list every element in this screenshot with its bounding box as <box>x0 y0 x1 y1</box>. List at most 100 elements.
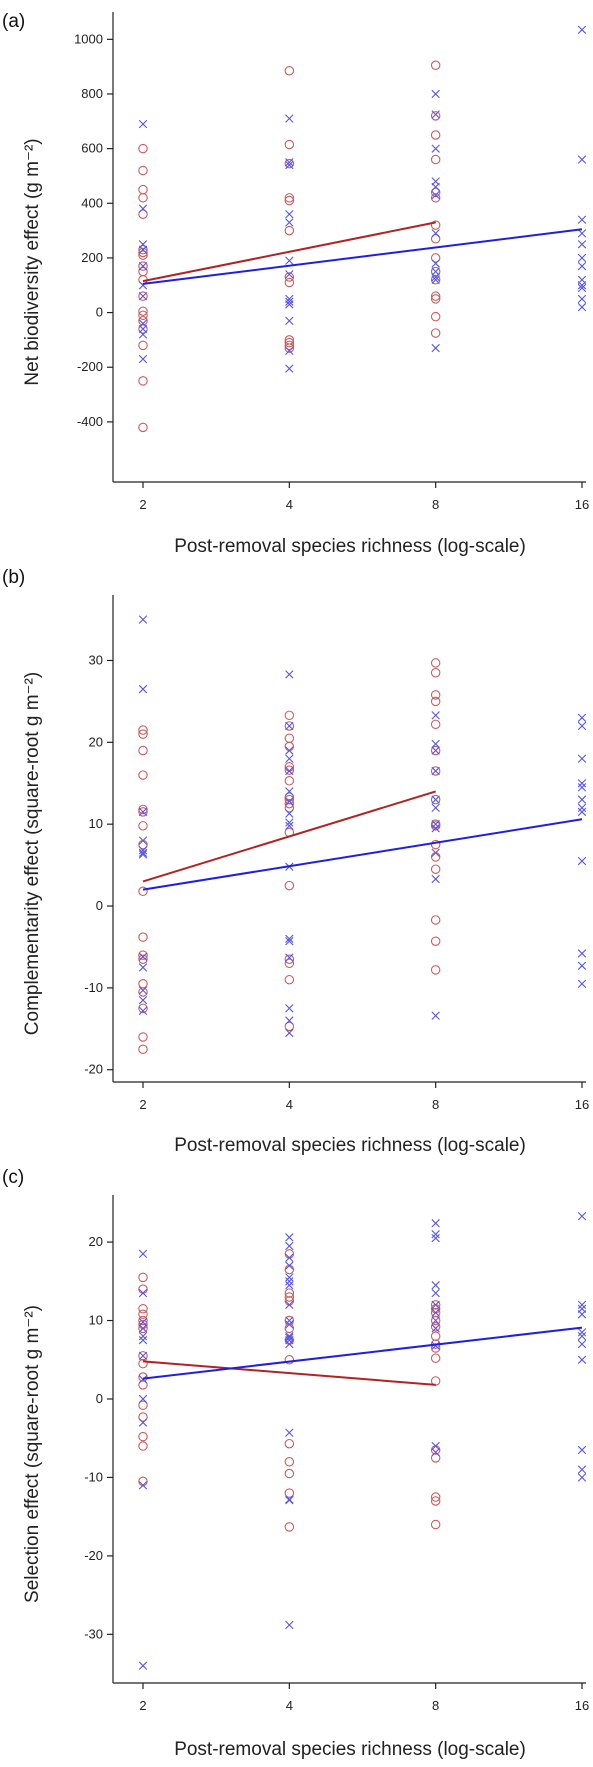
cross-point <box>285 1004 294 1013</box>
cross-point <box>285 1332 294 1341</box>
cross-point <box>285 1339 294 1349</box>
circle-point <box>138 1003 148 1014</box>
circle-point <box>430 745 441 756</box>
cross-point <box>431 1233 440 1243</box>
cross-point <box>138 354 148 364</box>
circle-point <box>284 1457 295 1467</box>
circle-point <box>284 1288 295 1298</box>
circle-point <box>138 821 148 831</box>
circle-point <box>430 130 441 140</box>
cross-point <box>577 253 587 263</box>
cross-point <box>138 1335 148 1345</box>
cross-point <box>577 294 587 304</box>
circle-point <box>138 1412 148 1422</box>
circle-point <box>430 275 441 285</box>
cross-point <box>138 995 148 1005</box>
cross-point <box>577 949 587 958</box>
y-tick-label: -30 <box>84 1626 103 1641</box>
cross-point <box>577 754 587 763</box>
cross-point <box>138 1332 148 1341</box>
circle-point <box>284 66 295 76</box>
cross-point <box>285 1233 294 1242</box>
circle-point <box>138 184 148 195</box>
cross-point <box>431 1288 440 1298</box>
cross-point <box>285 818 294 827</box>
circle-point <box>284 1488 295 1498</box>
cross-point <box>138 1481 148 1490</box>
cross-point <box>577 1328 587 1337</box>
circle-point <box>138 1476 148 1487</box>
cross-point <box>285 114 294 123</box>
cross-point <box>138 1418 148 1427</box>
cross-point <box>138 963 148 972</box>
cross-point <box>138 615 148 624</box>
cross-point <box>431 711 440 720</box>
cross-point <box>285 1316 294 1325</box>
cross-point <box>138 846 148 855</box>
cross-point <box>138 836 148 845</box>
circle-point <box>138 1358 148 1369</box>
cross-point <box>285 787 294 796</box>
cross-point <box>431 343 440 353</box>
cross-point <box>431 1448 440 1457</box>
cross-point <box>138 291 148 301</box>
circle-point <box>430 1496 441 1506</box>
circle-point <box>138 807 148 817</box>
circle-point <box>138 1309 148 1320</box>
circle-point <box>138 1032 148 1042</box>
cross-point <box>577 215 587 224</box>
circle-point <box>284 741 295 752</box>
circle-point <box>138 261 148 271</box>
circle-point <box>430 328 441 338</box>
cross-point <box>431 1308 440 1317</box>
circle-point <box>138 250 148 260</box>
cross-point <box>577 1310 587 1319</box>
circle-point <box>284 776 295 786</box>
x-tick-label: 2 <box>139 497 146 512</box>
cross-point <box>285 1333 294 1342</box>
cross-point <box>285 210 294 219</box>
cross-point <box>431 819 440 829</box>
circle-point <box>284 721 295 731</box>
y-tick-label: 0 <box>96 305 103 320</box>
cross-point <box>138 204 148 213</box>
cross-point <box>285 346 294 356</box>
circle-point <box>138 247 148 258</box>
cross-point <box>431 824 440 833</box>
circle-point <box>430 1322 441 1332</box>
cross-point <box>285 809 294 818</box>
circle-point <box>138 1315 148 1326</box>
cross-point <box>577 803 587 812</box>
blue-regression-line <box>142 818 583 891</box>
cross-point <box>285 1300 294 1310</box>
circle-point <box>430 668 441 678</box>
cross-point <box>577 281 587 290</box>
cross-point <box>431 144 440 153</box>
y-tick-label: 400 <box>81 195 103 210</box>
cross-point <box>285 158 294 167</box>
y-axis-title: Selection effect (square-root g m⁻²) <box>22 1305 43 1603</box>
x-tick-label: 4 <box>286 497 293 512</box>
cross-point <box>285 1495 294 1504</box>
circle-point <box>138 244 148 255</box>
cross-point <box>285 821 294 831</box>
cross-point <box>431 190 440 200</box>
circle-point <box>138 324 148 334</box>
circle-point <box>138 729 148 739</box>
cross-point <box>285 316 294 325</box>
circle-point <box>138 932 148 942</box>
cross-point <box>285 160 294 170</box>
cross-point <box>431 275 440 284</box>
panel-label: (c) <box>2 1167 24 1188</box>
cross-point <box>285 1277 294 1286</box>
cross-point <box>577 229 587 238</box>
cross-point <box>577 795 587 804</box>
cross-point <box>138 684 148 694</box>
circle-point <box>284 1249 295 1259</box>
circle-point <box>284 1264 295 1275</box>
circle-point <box>430 821 441 831</box>
cross-point <box>138 1288 148 1298</box>
circle-point <box>430 936 441 946</box>
circle-point <box>138 1044 148 1055</box>
